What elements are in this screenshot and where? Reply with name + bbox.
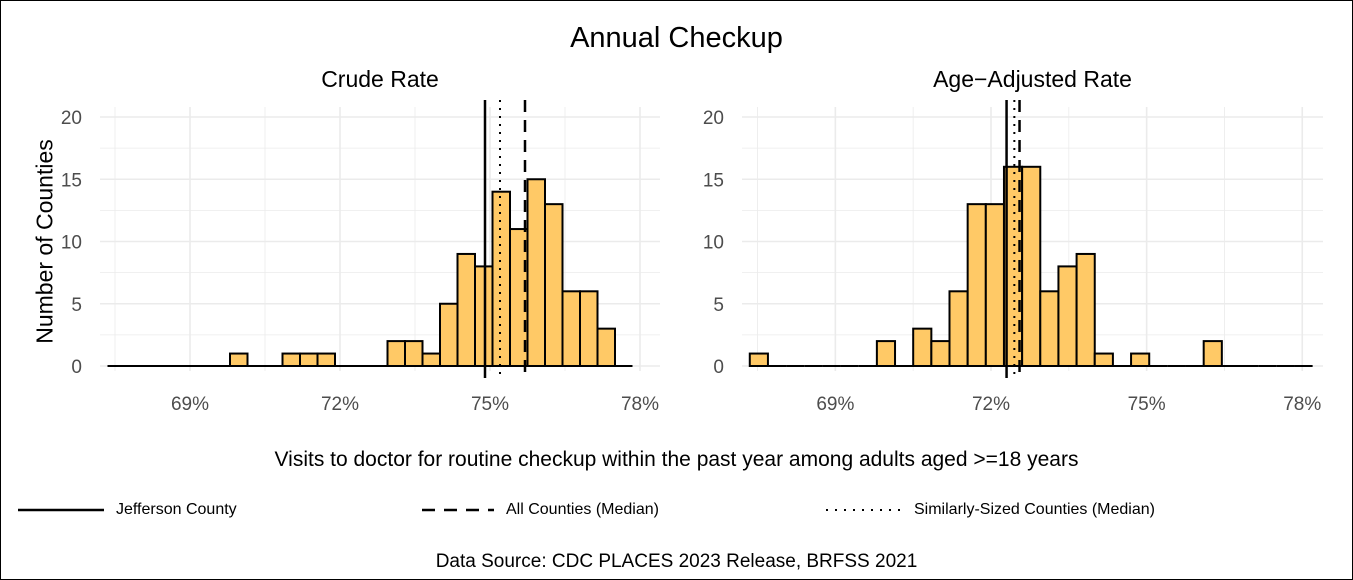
legend-item-similar-counties: Similarly-Sized Counties (Median) (826, 497, 1155, 523)
x-tick-label: 75% (471, 394, 509, 415)
histogram-bar (912, 327, 933, 367)
legend-label-similar-counties: Similarly-Sized Counties (Median) (914, 501, 1155, 518)
legend-dotted-line (826, 509, 902, 511)
legend-solid-line (18, 508, 104, 512)
panel-title: Crude Rate (321, 66, 439, 92)
x-tick-label: 78% (621, 394, 659, 415)
y-tick-label: 20 (61, 108, 82, 129)
x-tick-label: 75% (1128, 394, 1166, 415)
y-tick-label: 20 (703, 108, 724, 129)
histogram-bar (229, 352, 249, 367)
y-tick-label: 0 (713, 357, 724, 378)
histogram-bar (491, 190, 511, 367)
histogram-bar (1202, 340, 1223, 368)
histogram-bar (544, 203, 564, 367)
legend-item-all-counties: All Counties (Median) (422, 497, 659, 523)
x-tick-label: 72% (972, 394, 1010, 415)
histogram-bar (561, 290, 581, 367)
y-tick-label: 5 (713, 295, 724, 316)
histogram-bar (281, 352, 301, 367)
legend-label-jefferson: Jefferson County (116, 501, 237, 518)
chart-title: Annual Checkup (570, 22, 783, 54)
histogram-bar (386, 340, 406, 368)
histogram-bar (596, 327, 616, 367)
legend-dashed-line (422, 508, 494, 512)
histogram-panels: 0 5 10 15 20 69% 72% 75% 78% Crude Rate 0 5 10 15 20 69… (61, 66, 1323, 415)
x-tick-label: 72% (321, 394, 359, 415)
y-tick-label: 15 (61, 170, 82, 191)
histogram-bar (948, 290, 969, 367)
histogram-bar (421, 352, 441, 367)
y-tick-label: 10 (61, 233, 82, 254)
panel-crude-rate: 0 5 10 15 20 69% 72% 75% 78% Crude Rate (61, 66, 660, 415)
histogram-bar (526, 178, 546, 367)
y-tick-label: 15 (703, 170, 724, 191)
panel-title: Age−Adjusted Rate (933, 66, 1132, 92)
histogram-bar (748, 352, 769, 367)
histogram-bar (1075, 252, 1096, 367)
histogram-bar (984, 203, 1005, 367)
x-tick-label: 69% (171, 394, 209, 415)
histogram-bar (930, 340, 951, 368)
x-tick-label: 78% (1283, 394, 1321, 415)
histogram-bar (299, 352, 319, 367)
histogram-bar (1039, 290, 1060, 367)
data-source-note: Data Source: CDC PLACES 2023 Release, BR… (435, 551, 918, 572)
histogram-bar (1021, 165, 1042, 367)
legend-item-jefferson: Jefferson County (18, 497, 237, 523)
legend-label-all-counties: All Counties (Median) (506, 501, 659, 518)
y-tick-label: 10 (703, 233, 724, 254)
x-axis-caption: Visits to doctor for routine checkup wit… (274, 448, 1079, 471)
histogram-bar (456, 252, 476, 367)
histogram-bar (966, 203, 987, 367)
histogram-bar (316, 352, 336, 367)
histogram-bar (1093, 352, 1114, 367)
histogram-bar (579, 290, 599, 367)
y-tick-label: 0 (71, 357, 82, 378)
histogram-bar (439, 302, 459, 367)
histogram-bar (875, 340, 897, 368)
y-tick-label: 5 (71, 295, 82, 316)
panel-age-adjusted-rate: 0 5 10 15 20 69% 72% 75% 78% Age−Adjusted Rate (703, 66, 1323, 415)
histogram-bar (404, 340, 424, 368)
histogram-bar (1130, 352, 1151, 367)
x-tick-label: 69% (816, 394, 854, 415)
histogram-bar (1057, 265, 1078, 367)
